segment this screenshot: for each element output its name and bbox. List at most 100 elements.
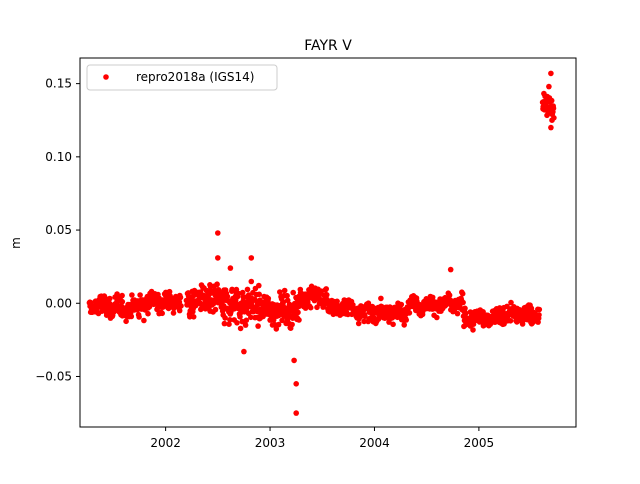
data-point: [178, 303, 184, 309]
data-point: [398, 301, 405, 308]
data-point: [550, 105, 557, 112]
x-tick-label: 2002: [150, 436, 181, 450]
x-tick-label: 2004: [359, 436, 390, 450]
data-point: [123, 318, 129, 325]
legend-marker: [103, 74, 109, 80]
data-point: [446, 292, 453, 299]
data-point: [119, 292, 125, 299]
data-point: [141, 317, 147, 324]
data-point: [324, 292, 330, 298]
data-point: [255, 282, 262, 289]
data-point: [361, 318, 367, 325]
data-point: [307, 304, 314, 311]
data-point: [362, 313, 368, 320]
chart-title: FAYR V: [304, 38, 352, 54]
data-point: [170, 310, 177, 316]
data-point: [548, 70, 554, 77]
data-point: [462, 310, 469, 317]
data-point: [243, 317, 250, 324]
y-axis-label: m: [9, 237, 23, 249]
data-point: [239, 289, 246, 296]
data-point: [227, 317, 233, 323]
legend-box: [86, 64, 278, 91]
data-point: [536, 306, 543, 313]
data-point: [137, 292, 143, 298]
data-point: [365, 300, 372, 307]
data-point: [176, 307, 183, 314]
data-point: [296, 317, 302, 323]
data-point: [136, 314, 142, 320]
data-point: [119, 298, 126, 305]
data-point: [227, 265, 234, 271]
x-axis: 2002 2003 2004 2005: [150, 427, 494, 450]
data-point: [447, 266, 454, 273]
data-point: [265, 295, 272, 302]
data-point: [215, 230, 221, 236]
data-point: [248, 278, 255, 285]
data-point: [270, 317, 277, 323]
data-point: [403, 317, 410, 323]
data-point: [462, 305, 468, 312]
plot-frame: [79, 57, 577, 428]
data-point: [242, 322, 249, 328]
data-point: [212, 306, 219, 313]
data-point: [434, 314, 440, 321]
data-point: [275, 321, 282, 328]
data-point: [507, 318, 514, 324]
data-point: [273, 326, 280, 332]
y-tick-label: 0.00: [45, 296, 72, 310]
x-tick-label: 2003: [255, 436, 286, 450]
data-point: [159, 310, 165, 317]
data-point: [290, 289, 297, 296]
data-point: [237, 314, 243, 320]
data-point: [281, 287, 288, 294]
data-point: [454, 310, 461, 317]
data-point: [460, 299, 466, 306]
data-point: [215, 255, 221, 261]
data-point: [429, 294, 436, 301]
data-point: [260, 313, 266, 320]
data-point: [536, 312, 542, 318]
data-point: [226, 321, 232, 328]
data-point: [549, 117, 555, 123]
data-point: [291, 357, 297, 364]
data-point: [280, 299, 287, 305]
data-point: [459, 290, 466, 297]
data-point: [229, 286, 235, 293]
data-point: [355, 320, 362, 327]
data-point: [177, 294, 184, 301]
data-point: [107, 295, 113, 302]
data-point: [323, 286, 330, 292]
data-point: [190, 314, 197, 320]
y-tick-label: −0.05: [35, 369, 72, 383]
data-point: [284, 292, 290, 299]
data-point: [289, 321, 295, 328]
legend-label: repro2018a (IGS14): [136, 70, 254, 84]
data-point: [244, 286, 251, 293]
data-point: [256, 291, 263, 298]
data-point: [187, 314, 193, 320]
data-point: [248, 314, 254, 321]
data-point: [334, 298, 340, 305]
data-point: [293, 381, 300, 387]
data-point: [548, 97, 555, 104]
data-point: [279, 317, 285, 324]
data-point: [166, 288, 173, 295]
data-point: [293, 410, 300, 416]
data-point: [406, 310, 413, 316]
data-point: [470, 327, 476, 333]
data-point: [221, 320, 228, 327]
data-point: [546, 83, 552, 90]
y-tick-label: 0.15: [45, 77, 72, 91]
y-axis: −0.05 0.00 0.05 0.10 0.15: [35, 77, 80, 383]
y-tick-label: 0.05: [45, 223, 72, 237]
data-point: [237, 325, 244, 332]
data-point: [234, 320, 240, 326]
series-points: [86, 70, 557, 416]
data-point: [241, 348, 247, 355]
data-point: [129, 292, 135, 298]
y-tick-label: 0.10: [45, 150, 72, 164]
data-point: [295, 309, 301, 316]
data-point: [277, 289, 283, 295]
data-point: [401, 322, 408, 328]
